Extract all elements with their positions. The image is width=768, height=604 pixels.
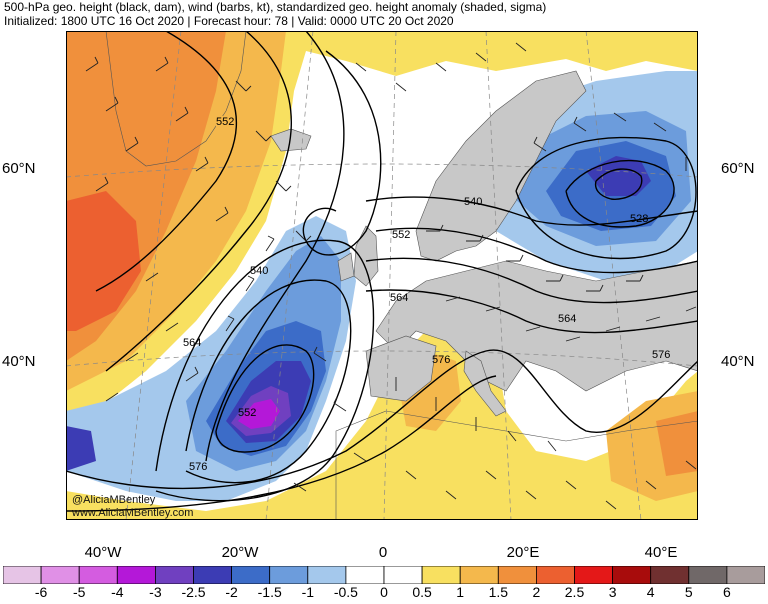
colorbar-swatch <box>383 566 423 584</box>
colorbar-swatch <box>193 566 232 584</box>
colorbar-tick-label: -5 <box>72 584 86 600</box>
lat-label-right-40: 40°N <box>721 353 755 370</box>
colorbar-swatch <box>40 566 80 584</box>
anomaly-positive-south <box>66 321 698 520</box>
colorbar-tick-label: -2.5 <box>181 584 206 600</box>
colorbar-tick-label: 2 <box>532 584 541 600</box>
ireland <box>337 252 355 282</box>
contour-label: 528 <box>630 213 649 225</box>
colorbar-swatch <box>536 566 575 584</box>
colorbar-tick-label: 4 <box>646 584 655 600</box>
contour-label: 564 <box>390 292 409 304</box>
land-masses <box>105 31 698 520</box>
iberia <box>365 335 437 402</box>
colorbar-tick-label: 1.5 <box>488 584 509 600</box>
anomaly-positive-north <box>296 31 698 76</box>
anomaly-2-east <box>656 411 698 476</box>
anomaly-neg-sw <box>66 426 96 471</box>
colorbar-tick-label: 2.5 <box>564 584 585 600</box>
chart-subtitle: Initialized: 1800 UTC 16 Oct 2020 | Fore… <box>4 14 454 28</box>
colorbar-tick-label: -1 <box>301 584 315 600</box>
colorbar <box>3 566 765 584</box>
colorbar-swatch <box>116 566 156 584</box>
lon-label-40e: 40°E <box>644 544 678 561</box>
colorbar-swatch <box>688 566 728 584</box>
wind-barbs <box>85 42 697 510</box>
contour-label: 576 <box>652 349 671 361</box>
contour-label: 552 <box>238 407 257 419</box>
colorbar-tick-label: 3 <box>608 584 617 600</box>
lat-label-right-60: 60°N <box>721 160 755 177</box>
colorbar-swatch <box>497 566 537 584</box>
colorbar-tick-label: 0 <box>380 584 388 600</box>
greenland <box>105 31 247 167</box>
colorbar-tick-label: 0.5 <box>412 584 432 600</box>
colorbar-swatch <box>269 566 309 584</box>
contour-label: 540 <box>250 265 269 277</box>
anomaly-neg-3-atlantic <box>238 399 280 429</box>
anomaly-neg-2-russia <box>586 156 651 196</box>
lon-label-20w: 20°W <box>221 544 259 561</box>
lat-label-left-40: 40°N <box>2 353 36 370</box>
colorbar-swatch <box>3 566 42 584</box>
colorbar-tick-label: 5 <box>684 584 693 600</box>
lat-label-left-60: 60°N <box>2 160 36 177</box>
credit-handle: @AliciaMBentley <box>72 494 156 506</box>
colorbar-tick-label: -2 <box>225 584 238 600</box>
colorbar-swatch <box>650 566 690 584</box>
colorbar-tick-label: -4 <box>111 584 124 600</box>
italy <box>463 350 507 417</box>
contour-label: 564 <box>558 313 577 325</box>
contour-label: 576 <box>432 354 451 366</box>
colorbar-swatch <box>345 566 385 584</box>
lon-label-20e: 20°E <box>506 544 540 561</box>
colorbar-tick-label: 1 <box>456 584 465 600</box>
continental-europe <box>375 260 698 392</box>
contour-label: 576 <box>189 461 208 473</box>
chart-title: 500-hPa geo. height (black, dam), wind (… <box>4 0 547 14</box>
colorbar-tick-label: -6 <box>34 584 48 600</box>
iceland <box>270 128 312 152</box>
colorbar-swatch <box>612 566 652 584</box>
colorbar-swatch <box>574 566 613 584</box>
height-contours <box>66 31 698 512</box>
colorbar-swatch <box>421 566 461 584</box>
lon-label-0: 0 <box>378 544 388 561</box>
contour-label: 552 <box>216 116 235 128</box>
lon-label-40w: 40°W <box>84 544 122 561</box>
anomaly-2-5-west <box>66 191 141 331</box>
colorbar-swatch <box>231 566 271 584</box>
credit-url: www.AliciaMBentley.com <box>72 507 194 519</box>
map-canvas <box>66 31 698 520</box>
contour-label: 564 <box>183 337 202 349</box>
contour-label: 540 <box>464 196 483 208</box>
colorbar-swatch <box>154 566 194 584</box>
map-panel: 552 540 564 552 576 540 552 564 528 564 … <box>66 31 698 520</box>
north-africa <box>335 410 698 520</box>
colorbar-tick-label: -3 <box>149 584 162 600</box>
contour-label: 552 <box>392 229 411 241</box>
colorbar-tick-label: -1.5 <box>257 584 282 600</box>
colorbar-swatch <box>78 566 118 584</box>
colorbar-swatch <box>726 566 765 584</box>
colorbar-tick-label: 6 <box>722 584 731 600</box>
colorbar-swatch <box>459 566 499 584</box>
colorbar-swatch <box>307 566 347 584</box>
colorbar-tick-label: -0.5 <box>333 584 358 600</box>
